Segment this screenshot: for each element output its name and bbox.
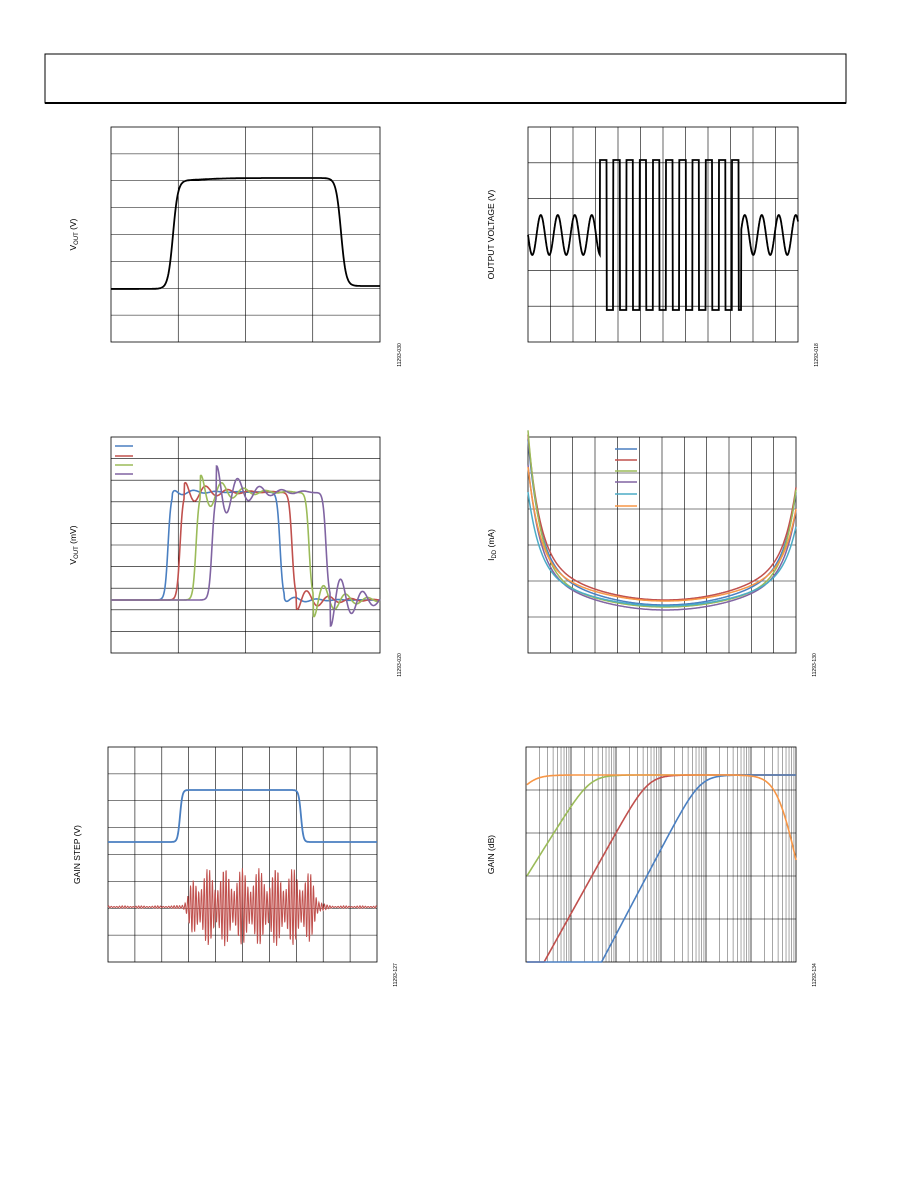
waveform <box>111 465 381 627</box>
label-main: GAIN STEP (V) <box>72 825 82 884</box>
label-sub: OUT <box>74 232 80 245</box>
label-main: GAIN (dB) <box>486 835 496 874</box>
figure-code: 11293-020 <box>397 653 403 677</box>
label-main: V <box>68 245 78 251</box>
waveform <box>527 774 796 963</box>
label-main: V <box>68 559 78 565</box>
waveform <box>527 439 797 606</box>
waveform <box>526 774 797 861</box>
figure-code: 11293-130 <box>812 653 818 677</box>
waveform <box>108 789 377 843</box>
label-sub: OUT <box>74 546 80 559</box>
waveform <box>111 177 380 290</box>
y-axis-label: OUTPUT VOLTAGE (V) <box>486 189 496 279</box>
figure-code: 11293-018 <box>814 343 820 367</box>
waveform <box>527 464 797 611</box>
waveform <box>527 159 799 311</box>
header-box <box>44 53 847 104</box>
y-axis-label: VOUT (V) <box>68 218 80 250</box>
label-main: OUTPUT VOLTAGE (V) <box>486 189 496 279</box>
waveform <box>527 491 797 607</box>
y-axis-label: VOUT (mV) <box>68 525 80 564</box>
figure-code: 11293-127 <box>393 963 399 987</box>
label-main: I <box>486 559 496 561</box>
label-unit: (mV) <box>68 525 78 546</box>
figure-code: 11293-030 <box>397 343 403 367</box>
waveform <box>527 774 796 963</box>
label-sub: DD <box>492 549 498 558</box>
y-axis-label: GAIN STEP (V) <box>72 825 82 884</box>
waveform <box>527 466 797 602</box>
label-unit: (V) <box>68 218 78 232</box>
figure-code: 11293-134 <box>812 963 818 987</box>
waveform <box>527 434 797 601</box>
y-axis-label: GAIN (dB) <box>486 835 496 874</box>
y-axis-label: IDD (mA) <box>486 529 498 561</box>
label-unit: (mA) <box>486 529 496 550</box>
waveform <box>107 868 378 947</box>
